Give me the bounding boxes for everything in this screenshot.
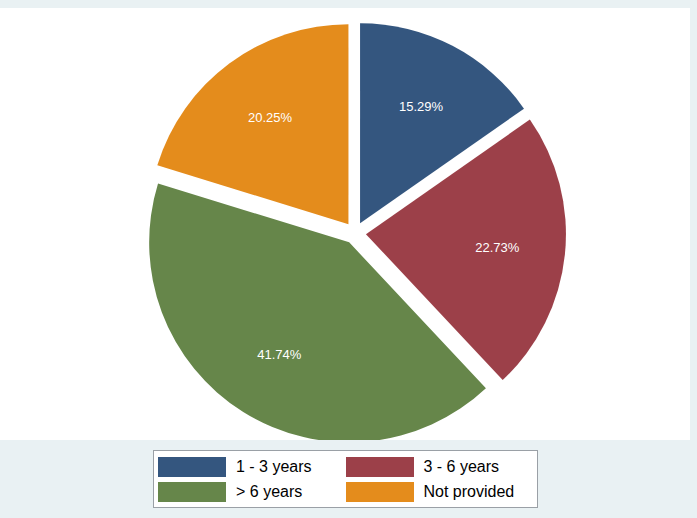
html-text:3 - 6 years: 3 - 6 years	[423, 457, 500, 475]
svg-text:41.74%: 41.74%	[257, 347, 302, 362]
svg-text:20.25%: 20.25%	[248, 110, 293, 125]
html-text:> 6 years: > 6 years	[236, 482, 303, 500]
html-text:Not provided: Not provided	[423, 482, 515, 500]
svg-text:22.73%: 22.73%	[475, 240, 520, 255]
svg-text:15.29%: 15.29%	[399, 99, 444, 114]
html-text:1 - 3 years: 1 - 3 years	[236, 457, 312, 475]
